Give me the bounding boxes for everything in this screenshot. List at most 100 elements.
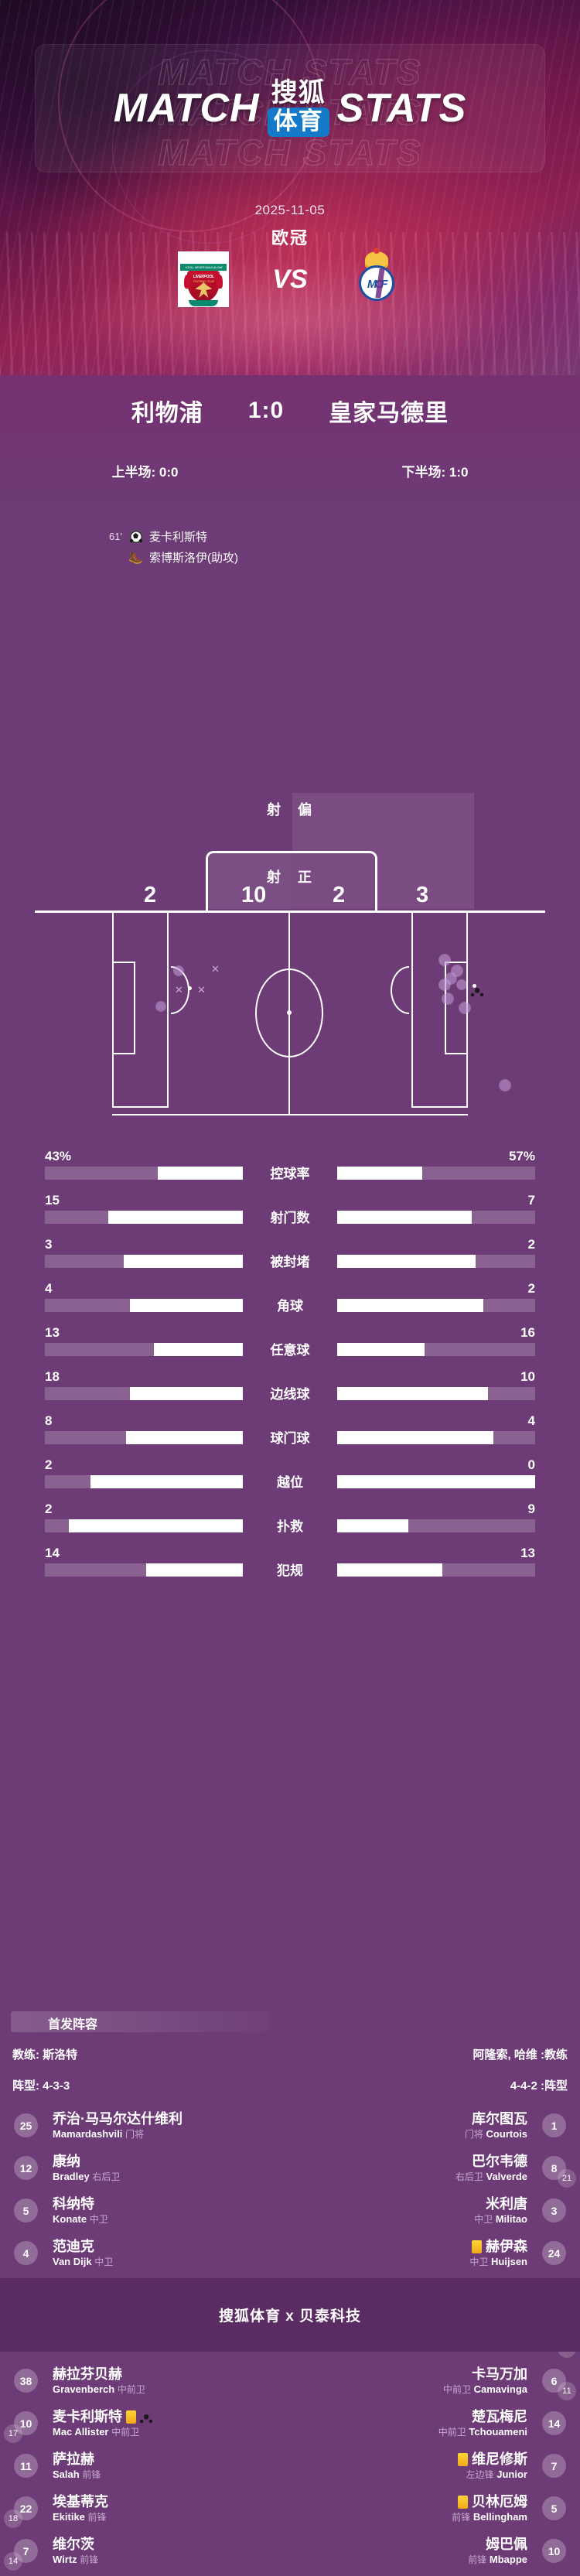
- away-player[interactable]: 3 米利唐 中卫 Militao: [290, 2193, 580, 2236]
- away-player-name: 维尼修斯: [457, 2451, 527, 2467]
- shot-marker-home: [459, 1003, 470, 1013]
- label-on-target-1: 射: [267, 869, 281, 885]
- home-player-info: 科纳特 Konate 中卫: [53, 2195, 108, 2226]
- stat-home-value: 3: [45, 1237, 53, 1252]
- stat-label: 越位: [277, 1475, 303, 1490]
- lineup-row: 38 赫拉芬贝赫 Gravenberch 中前卫 11 6 卡马万加 中前卫 Camavin…: [0, 2363, 580, 2406]
- label-off-target-2: 偏: [298, 802, 312, 818]
- pitch-diagram: ✕ ✕ ✕: [35, 910, 545, 1115]
- home-player[interactable]: 17 10 麦卡利斯特 Mac Allister 中前卫: [0, 2406, 290, 2448]
- home-player[interactable]: 14 7 维尔茨 Wirtz 前锋: [0, 2533, 290, 2576]
- stat-away-value: 16: [520, 1325, 535, 1340]
- event-minute: 61': [109, 531, 122, 542]
- home-player-info: 萨拉赫 Salah 前锋: [53, 2451, 101, 2482]
- home-player[interactable]: 25 乔治·马马尔达什维利 Mamardashvili 门将: [0, 2108, 290, 2151]
- footer-text: 搜狐体育 x 贝泰科技: [218, 2308, 362, 2325]
- away-player-info: 米利唐 中卫 Militao: [474, 2195, 527, 2226]
- title-match: MATCH: [113, 86, 260, 131]
- away-player-number: 3: [542, 2198, 566, 2222]
- away-player-name: 贝林厄姆: [457, 2494, 527, 2509]
- home-player[interactable]: 11 萨拉赫 Salah 前锋: [0, 2448, 290, 2491]
- sohu-logo-bottom: 体育: [267, 107, 329, 138]
- stat-label: 角球: [277, 1299, 303, 1314]
- home-player-info: 维尔茨 Wirtz 前锋: [53, 2536, 98, 2567]
- goal-ball-icon: [128, 529, 143, 544]
- stat-row: 3 2 被封堵: [0, 1237, 580, 1281]
- home-player-detail: Mac Allister 中前卫: [53, 2426, 140, 2438]
- stat-home-value: 4: [45, 1281, 53, 1296]
- stat-away-value: 13: [520, 1546, 535, 1560]
- away-player[interactable]: 7 维尼修斯 左边锋 Junior: [290, 2448, 580, 2491]
- stat-home-bar-fill: [130, 1387, 243, 1400]
- home-player[interactable]: 18 22 埃基蒂克 Ekitike 前锋: [0, 2491, 290, 2533]
- stat-away-bar: [337, 1387, 535, 1400]
- home-player-detail: Konate 中卫: [53, 2213, 108, 2225]
- goal-ball-icon: [140, 2411, 152, 2424]
- stat-home-bar: [45, 1343, 243, 1356]
- away-player[interactable]: 1 库尔图瓦 门将 Courtois: [290, 2108, 580, 2151]
- home-player-number: 11: [14, 2454, 38, 2478]
- final-score: 1:0: [247, 398, 285, 423]
- stat-home-bar: [45, 1387, 243, 1400]
- away-player[interactable]: 21 8 巴尔韦德 右后卫 Valverde: [290, 2151, 580, 2193]
- stat-home-value: 18: [45, 1369, 60, 1384]
- stat-home-bar: [45, 1431, 243, 1444]
- stat-away-bar: [337, 1431, 535, 1444]
- stat-home-bar-fill: [153, 1343, 243, 1356]
- stat-away-bar: [337, 1343, 535, 1356]
- home-player-name: 科纳特: [53, 2196, 94, 2212]
- stat-away-bar-fill: [337, 1431, 494, 1444]
- home-player[interactable]: 4 范迪克 Van Dijk 中卫: [0, 2236, 290, 2278]
- pitch-goal-box-left: [112, 962, 135, 1054]
- away-player-info: 楚瓦梅尼 中前卫 Tchouameni: [438, 2408, 527, 2439]
- stat-home-bar: [45, 1475, 243, 1488]
- away-player[interactable]: 5 贝林厄姆 前锋 Bellingham: [290, 2491, 580, 2533]
- stat-home-bar: [45, 1167, 243, 1180]
- stat-home-value: 13: [45, 1325, 60, 1340]
- home-player[interactable]: 12 康纳 Bradley 右后卫: [0, 2151, 290, 2193]
- away-player[interactable]: 14 楚瓦梅尼 中前卫 Tchouameni: [290, 2406, 580, 2448]
- stat-home-bar: [45, 1299, 243, 1312]
- away-player-info: 赫伊森 中卫 Huijsen: [469, 2238, 527, 2269]
- yellow-card-icon: [457, 2453, 468, 2466]
- vs-label: VS: [272, 264, 308, 294]
- lineup-row: 12 康纳 Bradley 右后卫 21 8 巴尔韦德 右后卫 Valverde: [0, 2151, 580, 2193]
- away-player[interactable]: 10 姆巴佩 前锋 Mbappe: [290, 2533, 580, 2576]
- stat-away-bar: [337, 1519, 535, 1532]
- pitch-top-line: [35, 910, 545, 913]
- away-formation: 4-4-2 :阵型: [510, 2079, 568, 2093]
- first-half-score: 上半场: 0:0: [111, 464, 179, 480]
- sohu-logo-top: 搜狐: [271, 77, 326, 108]
- stat-away-bar-fill: [337, 1387, 488, 1400]
- pitch-goal-box-right: [445, 962, 468, 1054]
- home-player-detail: Bradley 右后卫: [53, 2171, 121, 2182]
- stat-home-value: 15: [45, 1193, 60, 1208]
- home-player[interactable]: 38 赫拉芬贝赫 Gravenberch 中前卫: [0, 2363, 290, 2406]
- away-player[interactable]: 24 赫伊森 中卫 Huijsen: [290, 2236, 580, 2278]
- stat-row: 2 9 扑救: [0, 1502, 580, 1546]
- stat-away-bar-fill: [337, 1299, 484, 1312]
- stat-label: 控球率: [270, 1167, 310, 1181]
- home-player-number: 12: [14, 2156, 38, 2180]
- away-team-crest-icon: [351, 248, 402, 307]
- shot-dot-marker: [188, 986, 192, 990]
- home-player[interactable]: 5 科纳特 Konate 中卫: [0, 2193, 290, 2236]
- away-player-name: 姆巴佩: [486, 2537, 527, 2552]
- away-player-info: 卡马万加 中前卫 Camavinga: [443, 2366, 527, 2397]
- away-player-number: 8: [542, 2156, 566, 2180]
- home-player-detail: Ekitike 前锋: [53, 2511, 107, 2523]
- home-player-info: 乔治·马马尔达什维利 Mamardashvili 门将: [53, 2110, 183, 2141]
- away-player-name: 楚瓦梅尼: [472, 2409, 527, 2424]
- stat-row: 4 2 角球: [0, 1281, 580, 1325]
- stat-away-bar-fill: [337, 1343, 425, 1356]
- away-player-detail: 前锋 Mbappe: [468, 2554, 527, 2565]
- ghost-title-1: MATCH STATS: [158, 52, 422, 93]
- yellow-card-icon: [471, 2240, 482, 2253]
- home-player-name: 康纳: [53, 2154, 80, 2169]
- stat-home-bar-fill: [68, 1519, 243, 1532]
- shot-marker-home: [452, 965, 462, 976]
- home-player-name: 赫拉芬贝赫: [53, 2366, 122, 2382]
- away-player[interactable]: 11 6 卡马万加 中前卫 Camavinga: [290, 2363, 580, 2406]
- stat-home-bar: [45, 1563, 243, 1577]
- match-competition: 欧冠: [271, 228, 309, 248]
